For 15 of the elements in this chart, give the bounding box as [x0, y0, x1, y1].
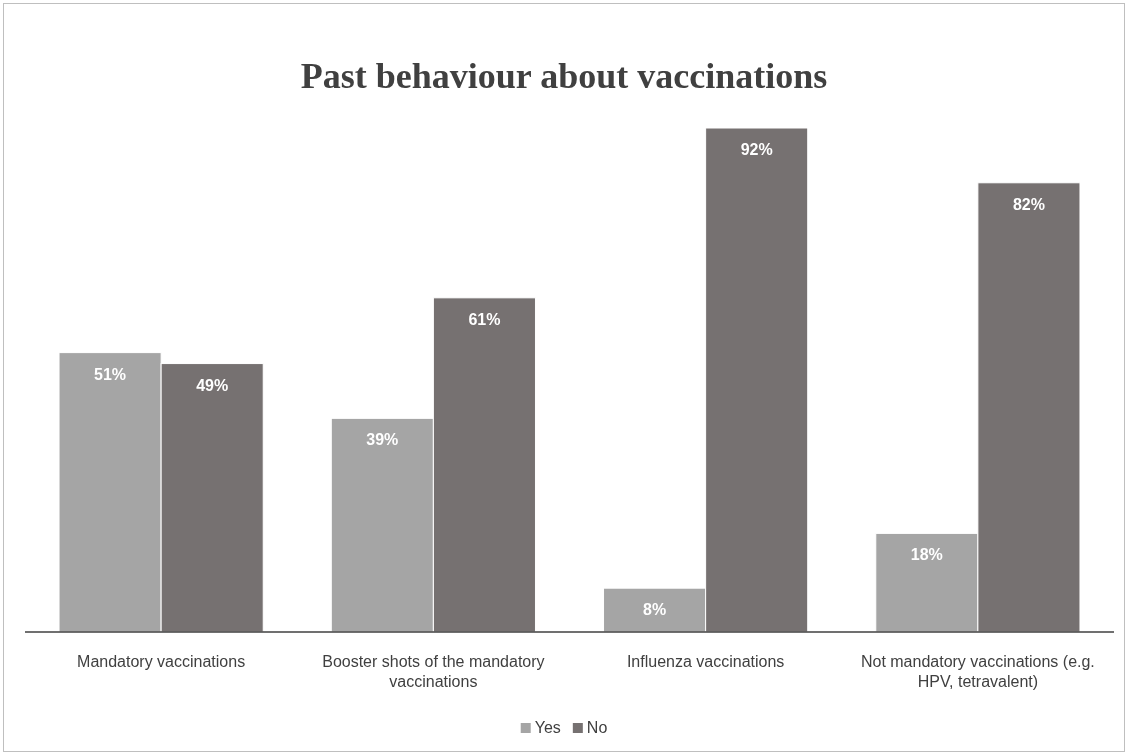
legend-label: No: [586, 719, 608, 736]
data-label: 8%: [643, 601, 667, 619]
chart-title: Past behaviour about vaccinations: [300, 56, 828, 96]
x-tick-label: Not mandatory vaccinations (e.g. HPV, tetravalent): [860, 653, 1095, 690]
x-tick-label: Booster shots of the mandatory vaccinations: [322, 653, 545, 690]
legend-label: Yes: [534, 719, 561, 736]
data-label: 18%: [910, 546, 943, 564]
data-label: 61%: [468, 310, 501, 328]
data-label: 51%: [94, 365, 127, 383]
data-label: 39%: [366, 431, 399, 449]
data-label: 49%: [196, 376, 229, 394]
x-tick-label: Mandatory vaccinations: [77, 653, 246, 670]
x-tick-label: Influenza vaccinations: [626, 653, 785, 670]
data-label: 92%: [740, 141, 773, 158]
data-label: 82%: [1012, 195, 1045, 213]
